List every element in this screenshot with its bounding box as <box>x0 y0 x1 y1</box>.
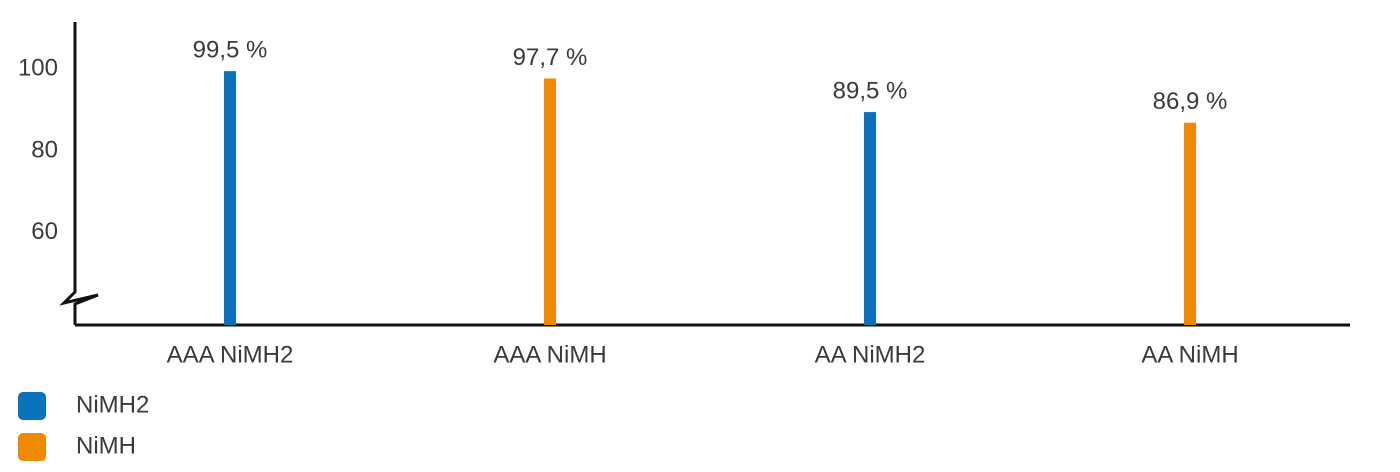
legend-swatch <box>18 433 46 461</box>
legend-label: NiMH2 <box>76 391 149 418</box>
x-tick-label: AAA NiMH <box>493 341 606 368</box>
y-tick-label: 80 <box>31 136 58 163</box>
value-label: 86,9 % <box>1153 88 1228 115</box>
x-tick-label: AA NiMH2 <box>815 341 926 368</box>
bar <box>224 71 236 325</box>
legend-label: NiMH <box>76 432 136 459</box>
bar <box>544 78 556 325</box>
x-tick-label: AA NiMH <box>1141 341 1238 368</box>
value-label: 99,5 % <box>193 36 268 63</box>
axis-break <box>59 290 99 325</box>
y-tick-label: 60 <box>31 218 58 245</box>
bar <box>1184 122 1196 326</box>
value-label: 97,7 % <box>513 44 588 71</box>
legend-swatch <box>18 392 46 420</box>
y-tick-label: 100 <box>18 54 58 81</box>
bar <box>864 112 876 325</box>
value-label: 89,5 % <box>833 77 908 104</box>
x-tick-label: AAA NiMH2 <box>167 341 294 368</box>
